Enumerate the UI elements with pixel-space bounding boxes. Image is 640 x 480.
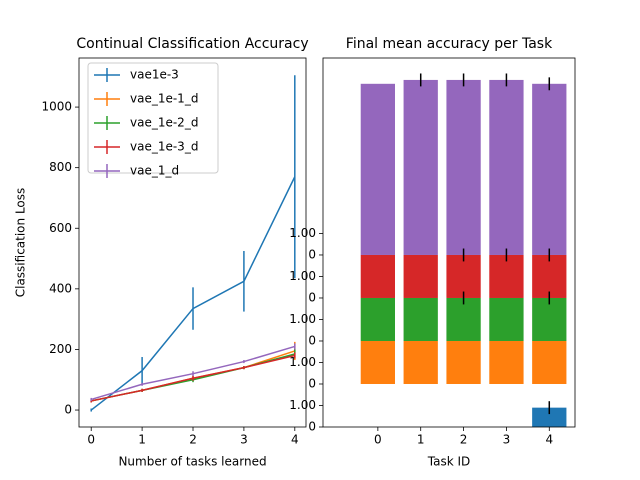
x-axis-label: Task ID (427, 455, 471, 469)
axes-frame (78, 57, 307, 428)
bar-segment (489, 254, 524, 298)
axes-frame (322, 57, 576, 428)
x-axis-label: Number of tasks learned (118, 455, 266, 469)
bar-segment (532, 83, 567, 255)
legend-label: vae1e-3 (130, 68, 179, 82)
y-tick-label: 0 (308, 376, 316, 390)
bar-segment (446, 79, 481, 255)
y-tick-label: 600 (49, 221, 72, 235)
bar-segment (360, 83, 395, 255)
bar-segment (446, 340, 481, 384)
bar-segment (532, 254, 567, 298)
x-tick-label: 3 (503, 433, 511, 447)
legend-label: vae_1_d (130, 164, 179, 178)
bar-segment (403, 254, 438, 298)
y-tick-label: 0 (308, 333, 316, 347)
x-tick-label: 4 (545, 433, 553, 447)
x-tick-label: 1 (138, 433, 146, 447)
y-tick-label: 1.00 (289, 355, 316, 369)
y-tick-label: 800 (49, 160, 72, 174)
bar-segment (403, 340, 438, 384)
x-tick-label: 0 (87, 433, 95, 447)
y-tick-label: 1000 (41, 100, 72, 114)
x-tick-label: 0 (374, 433, 382, 447)
bar-segment (446, 254, 481, 298)
bar-segment (489, 297, 524, 341)
bar-segment (360, 254, 395, 298)
y-tick-label: 1.00 (289, 269, 316, 283)
bar-segment (360, 340, 395, 384)
legend: vae1e-3 vae_1e-1_d vae_1e-2_d vae_1e-3_dvae… (87, 62, 219, 178)
x-tick-label: 2 (189, 433, 197, 447)
y-tick-label: 1.00 (289, 226, 316, 240)
bar-segment (489, 79, 524, 255)
bar-segment (403, 79, 438, 255)
x-tick-label: 1 (417, 433, 425, 447)
bar-segment (403, 297, 438, 341)
y-tick-label: 400 (49, 281, 72, 295)
y-tick-label: 0 (64, 403, 72, 417)
chart-title: Final mean accuracy per Task (346, 36, 553, 52)
x-tick-label: 2 (460, 433, 468, 447)
bar-segment (532, 407, 567, 427)
x-tick-label: 4 (291, 433, 299, 447)
bar-segment (489, 340, 524, 384)
y-axis-label: Classification Loss (14, 188, 28, 298)
bar-segment (446, 297, 481, 341)
y-tick-label: 200 (49, 342, 72, 356)
y-tick-label: 1.00 (289, 398, 316, 412)
legend-label: vae_1e-1_d (130, 92, 198, 106)
chart-title: Continual Classification Accuracy (76, 36, 308, 52)
bar-segment (360, 297, 395, 341)
legend-label: vae_1e-2_d (130, 116, 198, 130)
y-tick-label: 0 (308, 420, 316, 434)
bar-segment (532, 340, 567, 384)
legend-label: vae_1e-3_d (130, 140, 198, 154)
y-tick-label: 0 (308, 247, 316, 261)
bar-segment (532, 297, 567, 341)
y-tick-label: 1.00 (289, 312, 316, 326)
legend-frame (87, 62, 219, 174)
x-tick-label: 3 (240, 433, 248, 447)
y-tick-label: 0 (308, 290, 316, 304)
